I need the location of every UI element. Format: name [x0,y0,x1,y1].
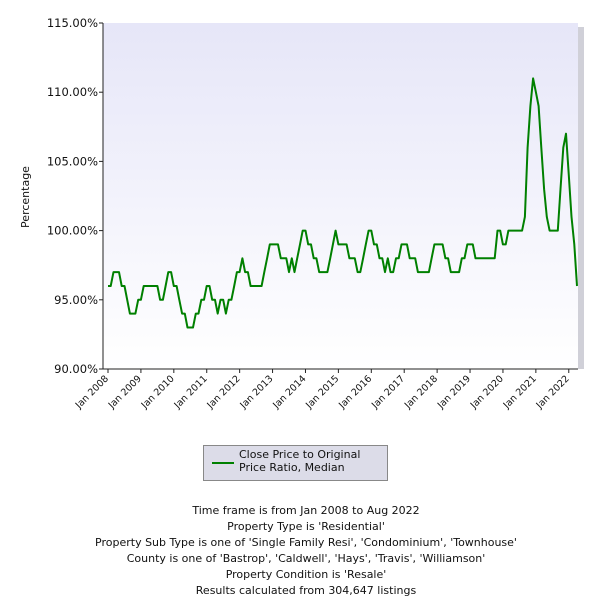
plot-area-shadow [578,27,584,369]
series-line-close-price-ratio [108,77,578,329]
y-tick-label: 105.00% [47,154,98,168]
x-tick-label: Jan 2022 [534,373,572,411]
x-tick-label: Jan 2012 [205,373,243,411]
chart: 90.00% 95.00% 100.00% 105.00% 110.00% 115.00%… [19,16,584,412]
y-tick-label: 95.00% [54,293,98,307]
x-tick-label: Jan 2010 [139,373,177,411]
criteria-property-sub-type: Property Sub Type is one of 'Single Fami… [95,536,517,549]
line-chart: 90.00% 95.00% 100.00% 105.00% 110.00% 115.00%… [19,16,584,412]
x-tick-label: Jan 2013 [237,373,275,411]
chart-legend: Close Price to Original Price Ratio, Med… [203,445,388,481]
criteria-property-type: Property Type is 'Residential' [227,520,385,533]
criteria-county: County is one of 'Bastrop', 'Caldwell', … [126,552,486,565]
x-tick-label: Jan 2019 [435,373,473,411]
x-tick-label: Jan 2015 [303,373,341,411]
x-tick-label: Jan 2017 [369,373,407,411]
report-criteria: Time frame is from Jan 2008 to Aug 2022 … [0,503,594,599]
x-tick-label: Jan 2011 [172,373,210,411]
y-tick-label: 100.00% [47,224,98,238]
x-tick-label: Jan 2009 [106,373,144,411]
criteria-time-frame: Time frame is from Jan 2008 to Aug 2022 [192,504,420,517]
criteria-property-condition: Property Condition is 'Resale' [225,568,387,581]
x-tick-label: Jan 2018 [402,373,440,411]
y-tick-label: 115.00% [47,16,98,30]
x-tick-label: Jan 2016 [336,373,374,411]
legend-line-swatch [212,462,234,464]
plot-area [103,23,578,369]
y-tick-label: 110.00% [47,85,98,99]
y-axis-title: Percentage [19,166,32,228]
legend-label: Close Price to Original Price Ratio, Med… [239,448,361,474]
x-tick-label: Jan 2020 [468,373,506,411]
x-tick-label: Jan 2014 [270,373,308,411]
criteria-results-count: Results calculated from 304,647 listings [195,584,417,597]
y-tick-label: 90.00% [54,362,98,376]
x-tick-label: Jan 2021 [501,373,539,411]
x-tick-label: Jan 2008 [73,373,111,411]
